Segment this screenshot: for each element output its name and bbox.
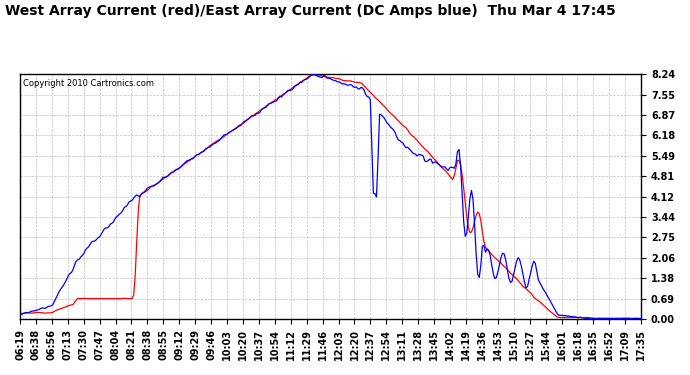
Text: West Array Current (red)/East Array Current (DC Amps blue)  Thu Mar 4 17:45: West Array Current (red)/East Array Curr… (5, 4, 616, 18)
Text: Copyright 2010 Cartronics.com: Copyright 2010 Cartronics.com (23, 79, 154, 88)
